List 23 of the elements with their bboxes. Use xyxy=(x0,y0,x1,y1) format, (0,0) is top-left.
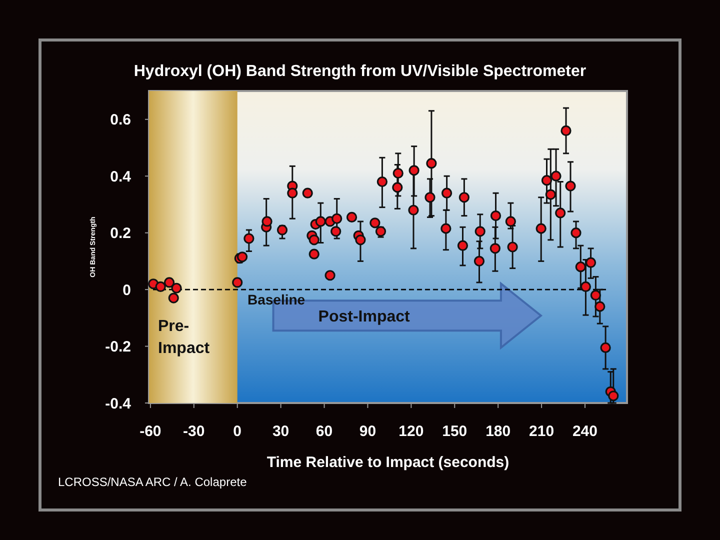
x-tick-label: 60 xyxy=(316,423,333,440)
x-tick-label: 90 xyxy=(359,423,376,440)
ref-line-label: Baseline xyxy=(247,292,306,308)
y-tick-label: 0.2 xyxy=(110,225,131,242)
y-tick-label: -0.2 xyxy=(105,338,131,356)
x-tick-label: 210 xyxy=(529,423,554,440)
y-tick-label: 0.6 xyxy=(110,112,131,129)
x-tick-label: 30 xyxy=(272,423,290,440)
chart-title: Hydroxyl (OH) Band Strength from UV/Visible Spectrometer xyxy=(134,63,586,80)
y-tick-label: -0.4 xyxy=(105,395,132,412)
y-tick-label: 0.4 xyxy=(110,168,132,186)
x-tick-label: 240 xyxy=(572,423,598,440)
x-tick-label: 0 xyxy=(233,423,242,440)
x-tick-label: 150 xyxy=(442,423,468,440)
band-label: Pre-Impact xyxy=(158,318,210,358)
x-tick-label: 180 xyxy=(486,423,511,440)
text: LCROSS/NASA ARC / A. Colaprete xyxy=(58,475,248,489)
y-tick-label: 0 xyxy=(122,282,131,299)
x-tick-label: -60 xyxy=(140,423,162,440)
x-axis-title: Time Relative to Impact (seconds) xyxy=(266,454,510,471)
x-tick-label: -30 xyxy=(183,423,205,440)
annotation: Post-Impact xyxy=(318,308,411,326)
x-tick-label: 120 xyxy=(398,423,424,440)
